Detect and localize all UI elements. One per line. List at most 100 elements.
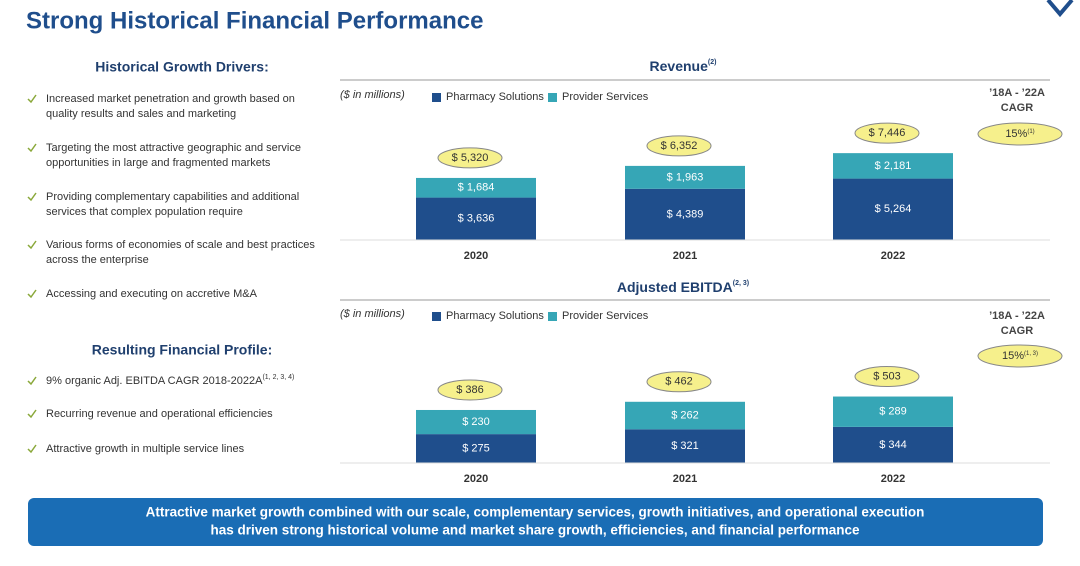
cagr-header: ’18A - ’22A [989,310,1045,322]
bar-segment [625,429,745,463]
profile-heading: Resulting Financial Profile: [92,342,272,358]
legend-swatch [432,312,441,321]
chart-title: Adjusted EBITDA(2, 3) [617,279,749,295]
segment-label: $ 344 [879,439,907,451]
bullet-text: 9% organic Adj. EBITDA CAGR 2018-2022A(1… [46,374,294,387]
bar-segment [416,434,536,463]
segment-label: $ 1,963 [667,171,704,183]
chart-title-main: Revenue [650,58,709,74]
check-icon [27,444,37,454]
bar-segment [833,426,953,463]
check-icon [27,94,37,104]
unit-note: ($ in millions) [340,308,405,320]
chart-title-main: Adjusted EBITDA [617,279,733,295]
bar-segment [416,177,536,198]
bar-segment [625,188,745,240]
bullet-text: Various forms of economies of scale and … [46,239,315,251]
bullet-text-main: Recurring revenue and operational effici… [46,408,273,420]
category-label: 2020 [464,473,488,485]
category-label: 2021 [673,250,697,262]
total-bubble [437,147,503,169]
chart-title: Revenue(2) [650,58,717,74]
logo [1046,0,1074,18]
check-icon [27,240,37,250]
bullet-text: quality results and sales and marketing [46,108,236,120]
total-bubble [437,379,503,401]
legend-label: Pharmacy Solutions [446,310,544,322]
bullet-text: Providing complementary capabilities and… [46,191,299,203]
legend-label: Provider Services [562,310,649,322]
drivers-heading: Historical Growth Drivers: [95,59,269,75]
check-icon [27,376,37,386]
bullet-text-main: 9% organic Adj. EBITDA CAGR 2018-2022A [46,375,263,387]
category-label: 2020 [464,250,488,262]
category-label: 2022 [881,250,905,262]
total-label: $ 386 [456,384,484,396]
footnote-ref: (1) [1027,129,1034,135]
banner-line: Attractive market growth combined with o… [146,505,925,520]
total-bubble [854,366,920,388]
legend-swatch [432,93,441,102]
segment-label: $ 2,181 [875,160,912,172]
bullet-text: Accessing and executing on accretive M&A [46,288,258,300]
cagr-bubble [977,122,1063,146]
segment-label: $ 4,389 [667,208,704,220]
total-label: $ 462 [665,376,693,388]
segment-label: $ 3,636 [458,213,495,225]
segment-label: $ 275 [462,442,490,454]
bullet-text: opportunities in large and fragmented ma… [46,157,271,169]
cagr-bubble [977,344,1063,368]
bar-segment [416,409,536,435]
bullet-text-main: Attractive growth in multiple service li… [46,443,245,455]
cagr-value: 15% [1002,350,1024,362]
bullet-text: Increased market penetration and growth … [46,93,295,105]
bullet-text: Recurring revenue and operational effici… [46,408,273,420]
legend-label: Provider Services [562,91,649,103]
cagr-header: ’18A - ’22A [989,87,1045,99]
segment-label: $ 5,264 [875,203,912,215]
footnote-ref: (1, 3) [1024,351,1038,357]
check-icon [27,289,37,299]
total-label: $ 6,352 [661,140,698,152]
footnote-ref: (2, 3) [733,280,749,287]
total-bubble [646,371,712,393]
check-icon [27,409,37,419]
total-label: $ 5,320 [452,152,489,164]
check-icon [27,192,37,202]
cagr-label: 15%(1, 3) [1002,350,1038,362]
check-icon [27,143,37,153]
cagr-header: CAGR [1001,102,1033,114]
bullet-text: services that complex population require [46,206,243,218]
bullet-text: Attractive growth in multiple service li… [46,443,245,455]
legend-label: Pharmacy Solutions [446,91,544,103]
segment-label: $ 1,684 [458,182,495,194]
total-bubble [854,122,920,144]
footnote-ref: (1, 2, 3, 4) [262,374,294,381]
category-label: 2022 [881,473,905,485]
bar-segment [833,396,953,427]
legend-swatch [548,93,557,102]
total-label: $ 503 [873,370,901,382]
footnote-ref: (2) [708,59,717,66]
segment-label: $ 262 [671,409,699,421]
legend-swatch [548,312,557,321]
bar-segment [625,401,745,430]
category-label: 2021 [673,473,697,485]
bar-segment [625,165,745,189]
cagr-label: 15%(1) [1005,128,1034,140]
bullet-text: across the enterprise [46,254,149,266]
banner-line: has driven strong historical volume and … [211,523,860,538]
total-label: $ 7,446 [869,127,906,139]
cagr-header: CAGR [1001,325,1033,337]
bar-segment [833,178,953,240]
bullet-text: Targeting the most attractive geographic… [46,142,301,154]
unit-note: ($ in millions) [340,89,405,101]
total-bubble [646,135,712,157]
cagr-value: 15% [1005,128,1027,140]
banner [28,498,1043,546]
slide-title: Strong Historical Financial Performance [26,7,483,34]
bar-segment [833,153,953,179]
segment-label: $ 289 [879,406,907,418]
